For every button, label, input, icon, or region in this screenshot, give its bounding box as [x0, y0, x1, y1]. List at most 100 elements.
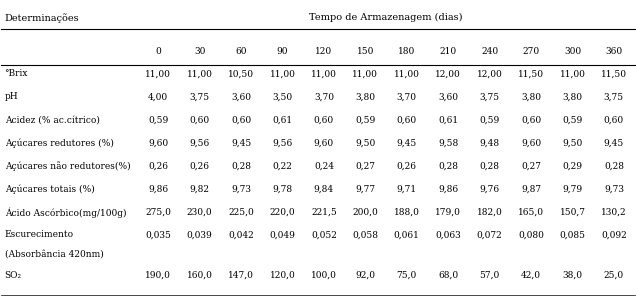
Text: 3,75: 3,75 — [480, 92, 500, 101]
Text: 0,042: 0,042 — [228, 230, 254, 239]
Text: 9,76: 9,76 — [480, 184, 500, 193]
Text: 0,61: 0,61 — [272, 115, 293, 124]
Text: 9,87: 9,87 — [521, 184, 541, 193]
Text: 190,0: 190,0 — [145, 271, 171, 280]
Text: 120,0: 120,0 — [270, 271, 295, 280]
Text: 220,0: 220,0 — [270, 207, 295, 216]
Text: 0,085: 0,085 — [560, 230, 586, 239]
Text: 11,00: 11,00 — [560, 69, 585, 78]
Text: 9,58: 9,58 — [438, 138, 459, 147]
Text: 150,7: 150,7 — [560, 207, 586, 216]
Text: 3,70: 3,70 — [397, 92, 417, 101]
Text: 9,60: 9,60 — [521, 138, 541, 147]
Text: 0,080: 0,080 — [518, 230, 544, 239]
Text: 12,00: 12,00 — [477, 69, 502, 78]
Text: 0,035: 0,035 — [145, 230, 171, 239]
Text: 0,26: 0,26 — [148, 161, 169, 170]
Text: 300: 300 — [564, 47, 581, 56]
Text: 9,50: 9,50 — [356, 138, 375, 147]
Text: 0,27: 0,27 — [521, 161, 541, 170]
Text: 160,0: 160,0 — [187, 271, 212, 280]
Text: °Brix: °Brix — [4, 69, 28, 78]
Text: 9,78: 9,78 — [272, 184, 293, 193]
Text: 9,86: 9,86 — [148, 184, 169, 193]
Text: 0,59: 0,59 — [480, 115, 500, 124]
Text: 0,27: 0,27 — [356, 161, 375, 170]
Text: Açúcares não redutores(%): Açúcares não redutores(%) — [4, 161, 130, 171]
Text: 0,24: 0,24 — [314, 161, 334, 170]
Text: 0,28: 0,28 — [231, 161, 251, 170]
Text: 9,50: 9,50 — [562, 138, 583, 147]
Text: 3,60: 3,60 — [438, 92, 458, 101]
Text: 57,0: 57,0 — [480, 271, 500, 280]
Text: 30: 30 — [194, 47, 205, 56]
Text: Açúcares redutores (%): Açúcares redutores (%) — [4, 138, 113, 148]
Text: 0,60: 0,60 — [314, 115, 334, 124]
Text: 42,0: 42,0 — [521, 271, 541, 280]
Text: 180: 180 — [398, 47, 415, 56]
Text: 360: 360 — [605, 47, 623, 56]
Text: 75,0: 75,0 — [397, 271, 417, 280]
Text: 225,0: 225,0 — [228, 207, 254, 216]
Text: 9,60: 9,60 — [314, 138, 334, 147]
Text: 9,84: 9,84 — [314, 184, 334, 193]
Text: 3,75: 3,75 — [604, 92, 624, 101]
Text: 240: 240 — [481, 47, 498, 56]
Text: 11,00: 11,00 — [187, 69, 212, 78]
Text: Tempo de Armazenagem (dias): Tempo de Armazenagem (dias) — [309, 13, 463, 22]
Text: 9,73: 9,73 — [231, 184, 251, 193]
Text: 68,0: 68,0 — [438, 271, 459, 280]
Text: 0,28: 0,28 — [438, 161, 458, 170]
Text: 0,052: 0,052 — [311, 230, 337, 239]
Text: 92,0: 92,0 — [356, 271, 375, 280]
Text: 9,56: 9,56 — [272, 138, 293, 147]
Text: 0,058: 0,058 — [352, 230, 378, 239]
Text: 0,049: 0,049 — [270, 230, 296, 239]
Text: 3,70: 3,70 — [314, 92, 334, 101]
Text: 9,45: 9,45 — [604, 138, 624, 147]
Text: 0,26: 0,26 — [190, 161, 210, 170]
Text: 130,2: 130,2 — [601, 207, 626, 216]
Text: Escurecimento: Escurecimento — [4, 230, 74, 239]
Text: 3,80: 3,80 — [521, 92, 541, 101]
Text: 0,061: 0,061 — [394, 230, 420, 239]
Text: 100,0: 100,0 — [311, 271, 337, 280]
Text: 9,86: 9,86 — [438, 184, 459, 193]
Text: 188,0: 188,0 — [394, 207, 420, 216]
Text: Açúcares totais (%): Açúcares totais (%) — [4, 184, 94, 194]
Text: 147,0: 147,0 — [228, 271, 254, 280]
Text: 0,60: 0,60 — [521, 115, 541, 124]
Text: 270: 270 — [523, 47, 539, 56]
Text: 0,063: 0,063 — [435, 230, 461, 239]
Text: 3,80: 3,80 — [562, 92, 583, 101]
Text: 9,45: 9,45 — [397, 138, 417, 147]
Text: 11,00: 11,00 — [394, 69, 420, 78]
Text: (Absorbância 420nm): (Absorbância 420nm) — [4, 250, 103, 259]
Text: SO₂: SO₂ — [4, 271, 22, 280]
Text: 10,50: 10,50 — [228, 69, 254, 78]
Text: 3,75: 3,75 — [190, 92, 210, 101]
Text: 3,80: 3,80 — [356, 92, 375, 101]
Text: 182,0: 182,0 — [477, 207, 502, 216]
Text: 0,60: 0,60 — [604, 115, 624, 124]
Text: 9,79: 9,79 — [562, 184, 583, 193]
Text: 11,50: 11,50 — [601, 69, 627, 78]
Text: 210: 210 — [439, 47, 457, 56]
Text: 0,072: 0,072 — [477, 230, 502, 239]
Text: 9,56: 9,56 — [190, 138, 210, 147]
Text: 3,60: 3,60 — [231, 92, 251, 101]
Text: 0,29: 0,29 — [562, 161, 583, 170]
Text: 9,60: 9,60 — [148, 138, 169, 147]
Text: 120: 120 — [315, 47, 333, 56]
Text: Ácido Ascórbico(mg/100g): Ácido Ascórbico(mg/100g) — [4, 207, 126, 218]
Text: 0,61: 0,61 — [438, 115, 459, 124]
Text: pH: pH — [4, 92, 18, 101]
Text: 165,0: 165,0 — [518, 207, 544, 216]
Text: 11,00: 11,00 — [352, 69, 378, 78]
Text: 3,50: 3,50 — [272, 92, 293, 101]
Text: 9,48: 9,48 — [480, 138, 500, 147]
Text: 0,59: 0,59 — [148, 115, 169, 124]
Text: 9,71: 9,71 — [397, 184, 417, 193]
Text: 9,73: 9,73 — [604, 184, 624, 193]
Text: 179,0: 179,0 — [435, 207, 461, 216]
